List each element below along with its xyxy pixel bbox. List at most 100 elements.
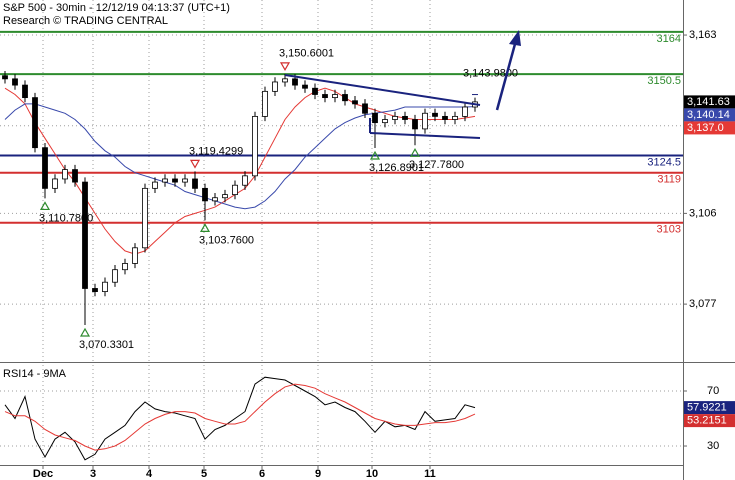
line xyxy=(4,103,476,210)
rsi-title: RSI14 - 9MA xyxy=(3,368,67,380)
candle-body xyxy=(22,84,28,99)
candle-body xyxy=(292,78,298,86)
annotation: 3,110.7800 xyxy=(39,212,93,224)
candle-body xyxy=(282,78,288,83)
x-tick-label: 3 xyxy=(90,468,96,480)
candle-body xyxy=(422,112,428,130)
high-marker xyxy=(279,62,291,72)
low-marker xyxy=(39,201,51,211)
candle-body xyxy=(212,197,218,202)
low-marker xyxy=(199,223,211,232)
candle-body xyxy=(332,94,338,99)
price-box xyxy=(684,95,735,109)
high-marker xyxy=(189,159,201,169)
price-box xyxy=(684,414,735,428)
price-box-label: 3,141.63 xyxy=(687,96,730,108)
candle-body xyxy=(452,115,458,120)
x-tick-label: 10 xyxy=(366,468,378,480)
candle-body xyxy=(202,187,208,202)
candle-body xyxy=(92,288,98,293)
candle-body xyxy=(192,178,198,189)
line xyxy=(4,376,476,461)
candle-body xyxy=(412,119,418,130)
chart-title: S&P 500 - 30min - 12/12/19 04:13:37 (UTC… xyxy=(3,2,230,14)
candle-body xyxy=(252,115,258,177)
level-label: 3124.5 xyxy=(647,156,681,168)
candle-body xyxy=(2,75,8,80)
low-marker xyxy=(79,327,91,337)
candle-body xyxy=(262,90,268,117)
candle-body xyxy=(162,178,168,183)
candle-body xyxy=(62,169,68,180)
y-tick-label: 3,106 xyxy=(689,207,717,219)
y-tick-label: 30 xyxy=(707,440,719,452)
candle-body xyxy=(242,175,248,186)
candle-body xyxy=(372,112,378,124)
price-box xyxy=(684,401,735,415)
x-tick-label: 6 xyxy=(259,468,265,480)
price-box xyxy=(684,108,735,122)
candle-body xyxy=(322,94,328,99)
annotation: 3,103.7600 xyxy=(199,234,254,246)
candle-body xyxy=(122,263,128,271)
chart-subtitle: Research © TRADING CENTRAL xyxy=(3,15,168,27)
candle-body xyxy=(82,181,88,289)
pattern xyxy=(284,30,521,139)
x-tick-label: 5 xyxy=(201,468,207,480)
y-tick-label: 70 xyxy=(707,385,719,397)
candle-body xyxy=(442,115,448,120)
level-label: 3103 xyxy=(657,224,681,236)
candle-body xyxy=(72,169,78,183)
level-label: 3119 xyxy=(657,174,681,186)
annotation: 3,126.8901 xyxy=(369,162,424,174)
candle-body xyxy=(152,181,158,189)
candle-body xyxy=(402,115,408,120)
candle-body xyxy=(12,78,18,86)
candle-body xyxy=(112,269,118,283)
annotation: 3,150.6001 xyxy=(279,48,334,60)
candle-body xyxy=(382,119,388,124)
price-box-label: 3,140.14 xyxy=(687,109,730,121)
price-box xyxy=(684,121,735,135)
trend-line xyxy=(369,132,481,139)
candle-body xyxy=(432,112,438,117)
annotation: 3,070.3301 xyxy=(79,339,134,351)
x-tick-label: 11 xyxy=(424,468,436,480)
x-tick-label: 4 xyxy=(146,468,153,480)
candle-body xyxy=(272,81,278,92)
arrow xyxy=(495,43,517,111)
candle-body xyxy=(222,194,228,199)
candle-body xyxy=(52,178,58,189)
candle-body xyxy=(102,281,108,293)
candle-body xyxy=(32,97,38,149)
line xyxy=(4,383,476,451)
candle-body xyxy=(132,247,138,264)
arrow-head xyxy=(509,30,521,46)
candle-body xyxy=(342,94,348,102)
candle-body xyxy=(172,178,178,183)
price-box-label: 53.2151 xyxy=(687,415,727,427)
level-label: 3164 xyxy=(657,33,681,45)
candle-body xyxy=(232,184,238,196)
candle-body xyxy=(352,100,358,105)
low-marker xyxy=(369,150,381,160)
level-label: 3150.5 xyxy=(647,75,681,87)
y-tick-label: 3,077 xyxy=(689,298,717,310)
price-box-label: 3,137.0 xyxy=(687,122,724,134)
trend-line xyxy=(284,74,481,106)
candle-body xyxy=(462,106,468,117)
candle-body xyxy=(182,178,188,183)
candle-body xyxy=(312,87,318,95)
annotation: 3,127.7800 xyxy=(409,159,464,171)
candle-body xyxy=(42,147,48,189)
annotation: 3,119.4299 xyxy=(189,145,243,157)
price-panel: 3164 3150.5 3124.5 3119 3103 3,150.6001 3,119.… xyxy=(0,30,735,351)
candle-body xyxy=(142,187,148,249)
candle-body xyxy=(392,115,398,120)
x-tick-label: 9 xyxy=(315,468,321,480)
y-tick-label: 3,163 xyxy=(689,29,717,41)
